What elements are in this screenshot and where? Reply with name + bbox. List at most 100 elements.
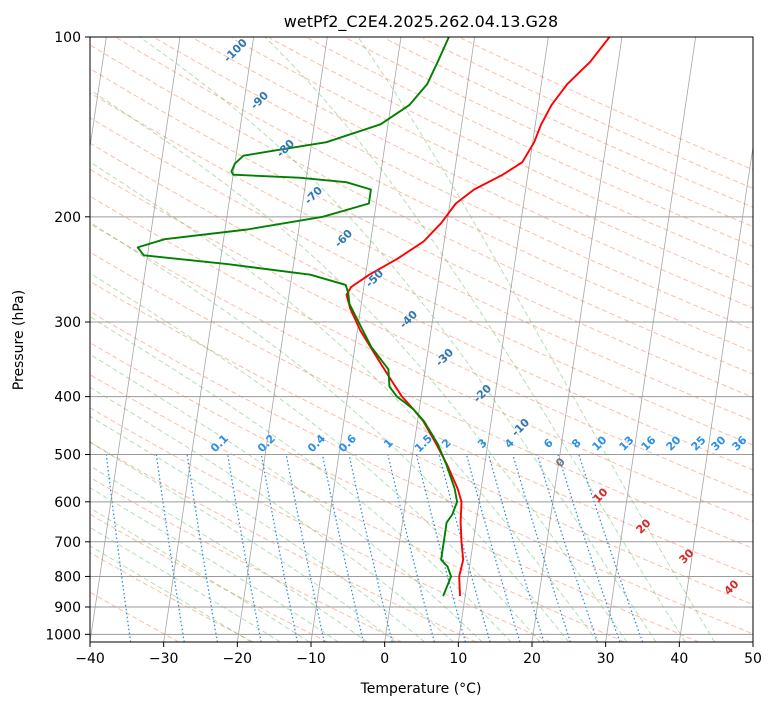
moist-adiabat <box>264 37 686 642</box>
mixing-ratio-label: 8 <box>569 436 584 451</box>
y-tick-label: 600 <box>54 495 81 511</box>
isotherm <box>90 37 181 642</box>
moist-adiabat <box>357 37 715 642</box>
x-tick-label: 40 <box>670 651 688 667</box>
mixing-ratio-label: 16 <box>639 433 659 453</box>
isotherm <box>163 37 255 642</box>
dry-adiabat-label: -70 <box>302 184 325 207</box>
mixing-ratio-line <box>512 454 571 642</box>
isotherm <box>236 37 328 642</box>
y-axis-title: Pressure (hPa) <box>11 290 27 390</box>
y-tick-label: 200 <box>54 210 81 226</box>
mixing-ratio-line <box>105 454 132 642</box>
x-axis: −40 −30 −20 −10 0 10 20 30 40 50 <box>75 642 762 667</box>
moist-adiabat <box>90 487 339 642</box>
dry-adiabat-label: -10 <box>509 416 532 439</box>
moist-adiabat <box>90 465 368 642</box>
dry-adiabat <box>90 441 477 642</box>
dry-adiabat-label: -100 <box>221 36 250 65</box>
mixing-ratio-line <box>186 454 218 642</box>
x-tick-label: −10 <box>296 651 326 667</box>
isotherm <box>531 37 623 642</box>
dry-adiabat <box>346 37 753 228</box>
x-tick-label: 10 <box>449 651 467 667</box>
dry-adiabat <box>460 37 753 171</box>
mixing-ratio-label: 13 <box>617 434 637 454</box>
moist-adiabat-label: 0 <box>553 455 568 470</box>
mixing-ratio-label: 36 <box>730 433 750 453</box>
mixing-ratio-line <box>260 454 299 642</box>
x-tick-label: 0 <box>380 651 389 667</box>
mixing-ratio-line <box>465 454 521 642</box>
y-tick-label: 500 <box>54 448 81 464</box>
moist-adiabat <box>90 221 570 642</box>
dry-adiabat <box>193 37 753 309</box>
dry-adiabat <box>90 476 402 642</box>
mixing-ratio-line <box>557 454 621 642</box>
sounding-series <box>136 37 611 597</box>
mixing-ratio-label: 2 <box>439 436 454 451</box>
x-axis-title: Temperature (°C) <box>360 681 482 697</box>
mixing-ratio-label: 0.2 <box>255 432 278 455</box>
dry-adiabat <box>90 223 753 549</box>
moist-adiabat <box>90 545 252 642</box>
dry-adiabat <box>90 142 753 471</box>
moist-adiabat <box>90 526 281 642</box>
dry-adiabat <box>90 195 753 523</box>
chart-title: wetPf2_C2E4.2025.262.04.13.G28 <box>284 12 558 32</box>
dry-adiabat-label: -40 <box>397 308 420 331</box>
mixing-ratio-line <box>438 454 491 642</box>
moist-adiabats <box>90 37 715 642</box>
y-tick-label: 100 <box>54 30 81 46</box>
mixing-ratio-label: 1 <box>381 436 396 451</box>
dry-adiabat <box>90 407 551 642</box>
plot-area: -100-90-80-70-60-50-40-30-20-100.1 0.2 0.4… <box>90 36 753 642</box>
dry-adiabat <box>90 117 753 446</box>
x-tick-label: 20 <box>523 651 541 667</box>
mixing-ratio-line <box>415 454 466 642</box>
y-tick-label: 300 <box>54 315 81 331</box>
moist-adiabat-label: 40 <box>722 577 742 597</box>
mixing-ratio-line <box>155 454 185 642</box>
mixing-ratio-line <box>578 454 644 642</box>
mixing-ratio-label: 3 <box>475 436 490 451</box>
dewpoint-profile <box>136 37 459 597</box>
x-tick-label: 30 <box>597 651 615 667</box>
dry-adiabat-label: -30 <box>433 346 456 369</box>
isotherm <box>752 639 753 642</box>
mixing-ratio-label: 0.4 <box>305 432 328 455</box>
x-tick-label: −20 <box>223 651 253 667</box>
y-tick-label: 400 <box>54 390 81 406</box>
mixing-ratio-label: 10 <box>590 433 610 453</box>
mixing-ratio-label: 20 <box>664 433 684 453</box>
mixing-ratio-lines <box>105 454 644 642</box>
y-tick-label: 900 <box>54 600 81 616</box>
dry-adiabat <box>90 92 753 422</box>
isobars <box>90 37 753 635</box>
dry-adiabat <box>422 37 753 189</box>
isotherm <box>310 37 402 642</box>
y-tick-label: 1000 <box>45 627 81 643</box>
moist-adiabat <box>139 37 657 642</box>
dry-adiabat-label: -80 <box>274 137 297 160</box>
dry-adiabat-label: -20 <box>471 382 494 405</box>
moist-adiabat-label: 10 <box>591 485 611 505</box>
moist-adiabat <box>90 415 425 642</box>
moist-adiabat <box>90 386 454 642</box>
mixing-ratio-line <box>387 454 435 642</box>
mixing-ratio-label: 4 <box>502 436 517 451</box>
dry-adiabat <box>308 37 753 247</box>
x-tick-label: −30 <box>149 651 179 667</box>
isotherm <box>384 37 476 642</box>
mixing-ratio-line <box>321 454 364 642</box>
moist-adiabat <box>90 161 599 642</box>
dry-adiabat <box>269 37 753 268</box>
y-axis: 100 200 300 400 500 600 700 800 900 1000 <box>45 30 90 643</box>
isotherm <box>605 37 697 642</box>
dry-adiabat-label: -90 <box>248 89 271 112</box>
x-tick-label: −40 <box>75 651 105 667</box>
dry-adiabat <box>116 37 753 353</box>
isotherm <box>457 37 549 642</box>
moist-adiabat <box>90 89 628 642</box>
